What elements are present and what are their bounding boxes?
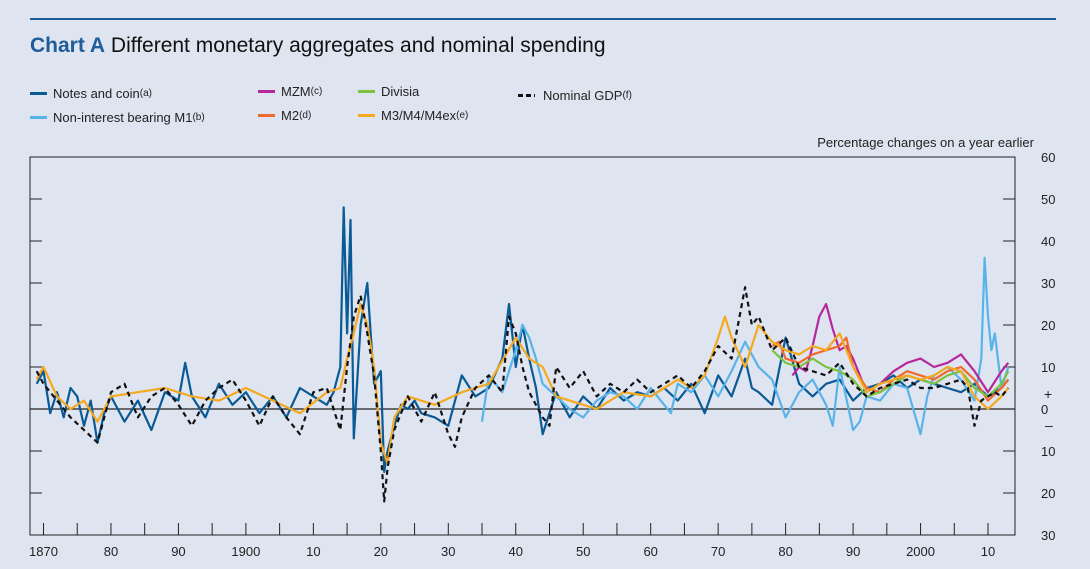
- x-tick-label: 80: [104, 544, 118, 559]
- legend-swatch: [258, 90, 275, 93]
- y-tick-label: 10: [1041, 360, 1055, 375]
- legend-footnote: (d): [299, 110, 312, 121]
- header-rule: [30, 18, 1056, 20]
- legend-item-mzm: MZM (c): [258, 84, 322, 99]
- y-tick-label: 20: [1041, 318, 1055, 333]
- legend-footnote: (c): [310, 86, 323, 97]
- y-tick-label: 30: [1041, 276, 1055, 291]
- legend-label: Notes and coin: [53, 86, 140, 101]
- legend-swatch: [358, 114, 375, 117]
- legend-swatch: [258, 114, 275, 117]
- legend-footnote: (e): [456, 110, 469, 121]
- x-tick-label: 1900: [231, 544, 260, 559]
- y-tick-label: 60: [1041, 150, 1055, 165]
- x-tick-label: 30: [441, 544, 455, 559]
- x-tick-label: 1870: [29, 544, 58, 559]
- x-tick-label: 2000: [906, 544, 935, 559]
- y-tick-label: 0: [1041, 402, 1048, 417]
- legend-label: Divisia: [381, 84, 420, 99]
- positive-marker: +: [1044, 386, 1052, 402]
- legend-item-notes-and-coin: Notes and coin (a): [30, 86, 152, 101]
- y-tick-label: 50: [1041, 192, 1055, 207]
- x-tick-label: 50: [576, 544, 590, 559]
- chart-title-text: Different monetary aggregates and nomina…: [110, 34, 606, 57]
- x-tick-label: 40: [509, 544, 523, 559]
- negative-marker: –: [1045, 417, 1053, 433]
- y-tick-label: 30: [1041, 528, 1055, 543]
- series-line-nominal-gdp: [35, 286, 1010, 503]
- legend-footnote: (f): [622, 90, 632, 101]
- x-tick-label: 20: [374, 544, 388, 559]
- x-tick-label: 90: [846, 544, 860, 559]
- legend-item-non-interest-m1: Non-interest bearing M1 (b): [30, 110, 205, 125]
- x-tick-label: 80: [778, 544, 792, 559]
- x-tick-label: 10: [306, 544, 320, 559]
- legend-footnote: (b): [192, 112, 205, 123]
- unit-label: Percentage changes on a year earlier: [817, 135, 1034, 150]
- legend-label: MZM: [281, 84, 311, 99]
- legend-swatch: [358, 90, 375, 93]
- legend-label: Non-interest bearing M1: [53, 110, 193, 125]
- x-tick-label: 90: [171, 544, 185, 559]
- legend-label: Nominal GDP: [543, 88, 623, 103]
- chart-title: Chart A Different monetary aggregates an…: [30, 34, 606, 58]
- legend-label: M3/M4/M4ex: [381, 108, 457, 123]
- y-tick-label: 20: [1041, 486, 1055, 501]
- plot-frame: [29, 156, 1016, 536]
- legend-item-nominal-gdp: Nominal GDP (f): [518, 88, 632, 103]
- x-tick-label: 60: [643, 544, 657, 559]
- chart-label: Chart A: [30, 34, 106, 57]
- legend-item-m3-m4: M3/M4/M4ex (e): [358, 108, 468, 123]
- x-tick-label: 70: [711, 544, 725, 559]
- legend-footnote: (a): [139, 88, 152, 99]
- y-tick-label: 10: [1041, 444, 1055, 459]
- legend-item-divisia: Divisia: [358, 84, 419, 99]
- legend-swatch: [30, 92, 47, 95]
- legend-swatch: [30, 116, 47, 119]
- legend-swatch-dashed: [518, 94, 535, 97]
- series-line-non-interest-bearing-m1: [480, 256, 1010, 436]
- y-tick-label: 40: [1041, 234, 1055, 249]
- legend-item-m2: M2 (d): [258, 108, 311, 123]
- legend-label: M2: [281, 108, 300, 123]
- series-line-divisia: [771, 349, 1010, 398]
- x-tick-label: 10: [981, 544, 995, 559]
- series-line-notes-and-coin: [35, 206, 1010, 474]
- series-line-m3-m4-m4ex: [35, 302, 1010, 465]
